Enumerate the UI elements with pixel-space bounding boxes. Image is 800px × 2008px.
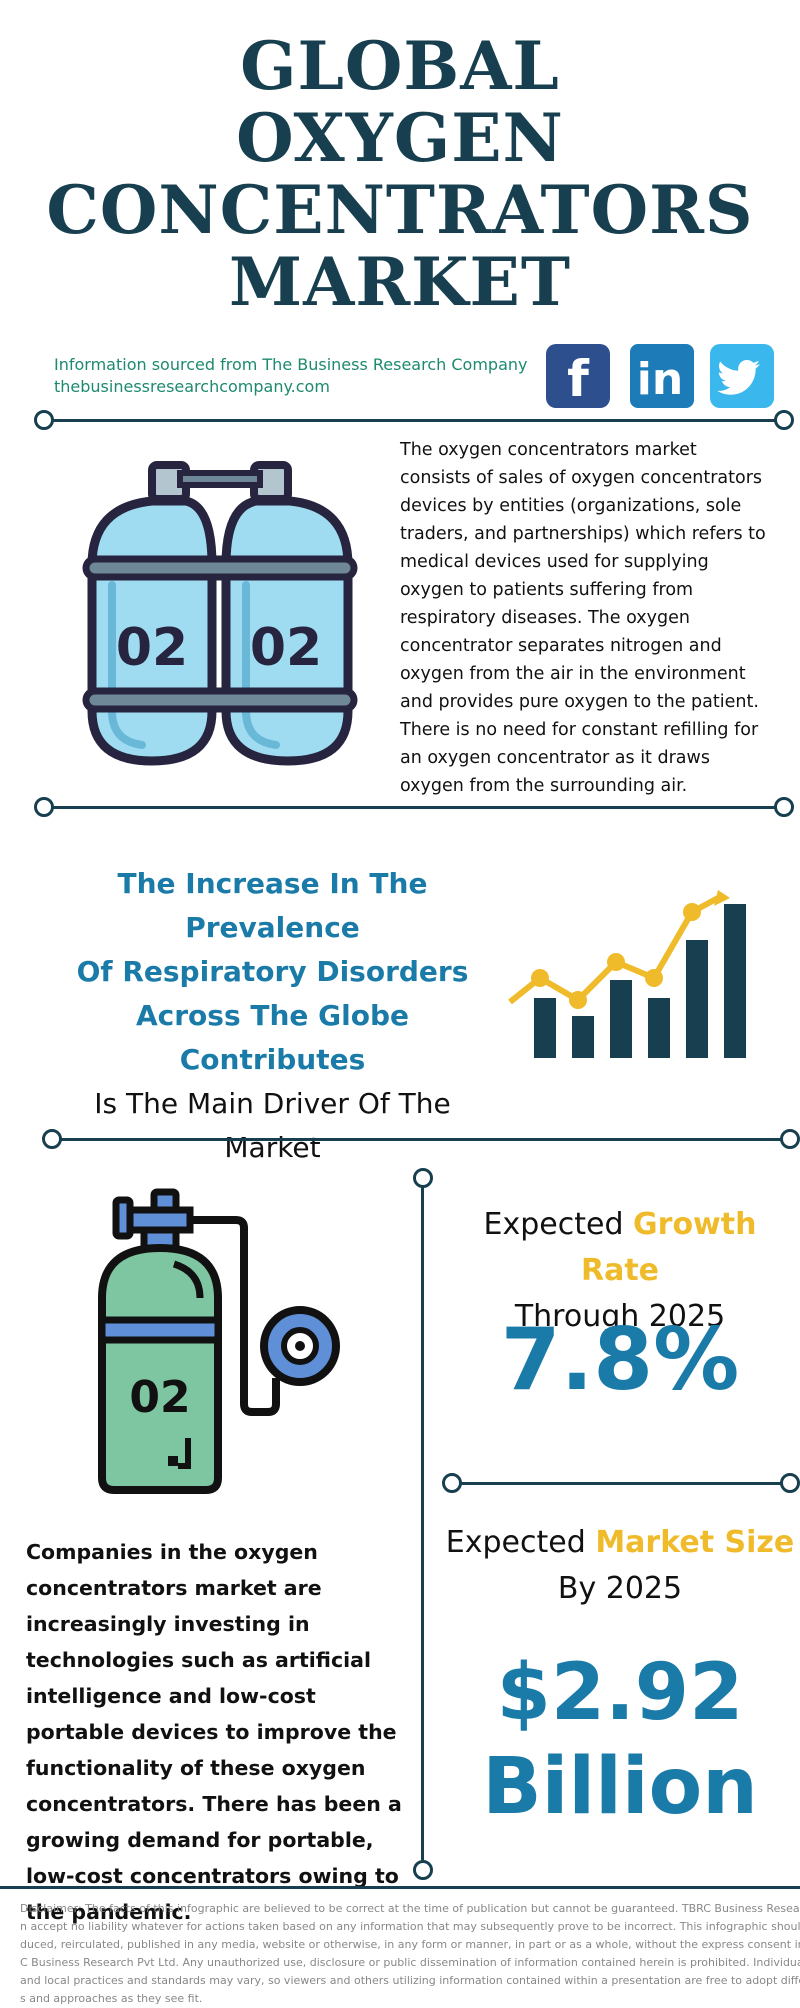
disclaimer: Disclaimer: The facts of this infographi… [20,1900,800,2008]
market-size-label: Expected Market Size By 2025 [440,1520,800,1612]
svg-text:f: f [567,350,590,408]
divider-node [42,1129,62,1149]
driver-normal-line: Is The Main Driver Of The [94,1087,451,1120]
divider-node [413,1860,433,1880]
market-label-accent: Market Size [595,1525,795,1560]
divider-node [34,410,54,430]
disclaimer-line: Disclaimer: The facts of this infographi… [20,1902,800,1915]
driver-highlight-line: Across The Globe Contributes [135,999,409,1076]
oxygen-tank-illustration: 02 [96,1188,346,1498]
market-size-amount: $2.92 [496,1648,744,1738]
disclaimer-line: and local practices and standards may va… [20,1974,800,1987]
divider-top [44,419,784,422]
market-size-value: $2.92 Billion [440,1646,800,1834]
oxygen-cylinders-illustration: 02 02 [80,455,360,775]
divider-node [442,1473,462,1493]
divider-middle [44,806,784,809]
svg-text:in: in [637,354,683,405]
growth-label-accent: Growth Rate [580,1207,757,1288]
disclaimer-line: n accept no liability whatever for actio… [20,1920,800,1933]
footer-divider [0,1886,800,1889]
source-line: Information sourced from The Business Re… [54,355,528,374]
growth-chart-icon [508,890,758,1060]
divider-node [774,410,794,430]
source-url[interactable]: thebusinessresearchcompany.com [54,377,330,396]
disclaimer-line: C Business Research Pvt Ltd. Any unautho… [20,1956,800,1969]
growth-rate-label: Expected Growth Rate Through 2025 [440,1202,800,1340]
page-title: GLOBAL OXYGEN CONCENTRATORS MARKET [0,30,800,318]
divider-node [774,797,794,817]
title-line-2: OXYGEN [236,99,564,177]
svg-text:02: 02 [250,618,322,678]
market-description: The oxygen concentrators market consists… [400,440,766,796]
twitter-icon[interactable] [710,344,774,408]
market-label-line2: By 2025 [557,1571,683,1606]
title-line-4: MARKET [229,243,571,321]
vertical-divider [421,1186,424,1860]
linkedin-icon[interactable]: in ™ [630,344,694,408]
growth-label-line2: Through 2025 [514,1299,726,1334]
source-info: Information sourced from The Business Re… [54,354,527,398]
market-driver-text: The Increase In The Prevalence Of Respir… [40,862,505,1170]
driver-highlight-line: Of Respiratory Disorders [76,955,469,988]
facebook-icon[interactable]: f [546,344,610,408]
svg-text:™: ™ [682,399,690,408]
companies-text: Companies in the oxygen concentrators ma… [26,1540,402,1924]
title-line-3: CONCENTRATORS [46,171,754,249]
driver-normal-line: Market [224,1131,321,1164]
disclaimer-line: duced, reirculated, published in any med… [20,1938,800,1951]
market-size-unit: Billion [482,1742,758,1832]
divider-node [780,1129,800,1149]
growth-rate-value: 7.8% [500,1310,740,1410]
growth-label-prefix: Expected [483,1207,634,1242]
divider-stats [460,1482,790,1485]
svg-text:02: 02 [116,618,188,678]
market-label-prefix: Expected [445,1525,596,1560]
divider-node [34,797,54,817]
disclaimer-line: s and approaches as they see fit. [20,1992,203,2005]
title-line-1: GLOBAL [240,27,560,105]
divider-node [780,1473,800,1493]
driver-highlight-line: The Increase In The Prevalence [117,867,428,944]
divider-lower [52,1138,792,1141]
svg-text:02: 02 [129,1372,190,1423]
divider-node [413,1168,433,1188]
